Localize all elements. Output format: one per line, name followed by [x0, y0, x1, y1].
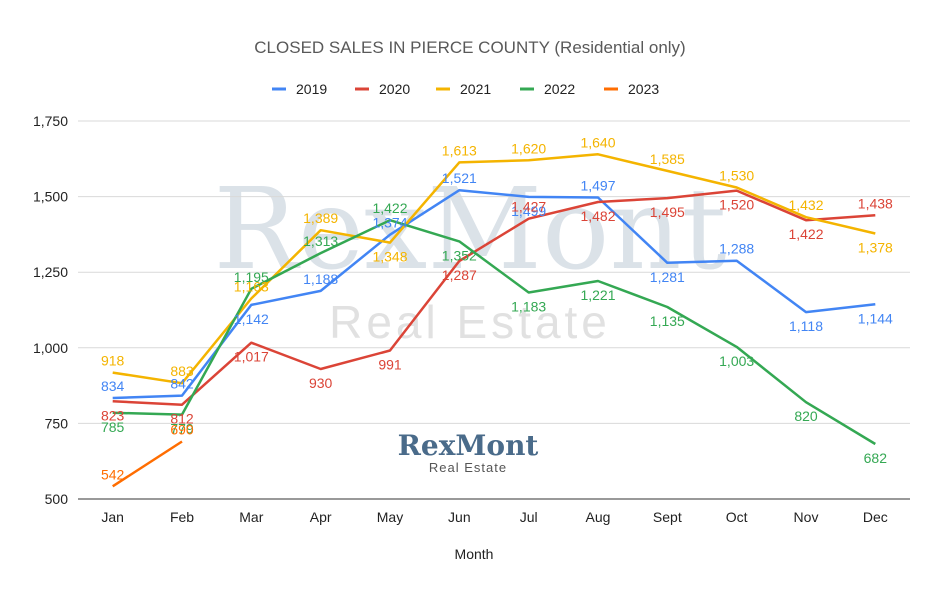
data-label-2022: 779 — [170, 421, 194, 437]
data-label-2021: 1,432 — [788, 197, 823, 213]
series-line-2021 — [112, 153, 876, 385]
y-tick-label: 1,000 — [33, 340, 68, 356]
x-axis-title: Month — [455, 546, 494, 562]
data-label-2021: 918 — [101, 353, 125, 369]
data-label-2021: 1,530 — [719, 168, 754, 184]
legend-label: 2022 — [544, 81, 575, 97]
data-label-2021: 1,585 — [650, 151, 685, 167]
data-label-2019: 1,521 — [442, 170, 477, 186]
x-tick-label: Aug — [586, 509, 611, 525]
data-label-2023: 542 — [101, 466, 125, 482]
x-axis-ticks: Jan Feb Mar Apr May Jun Jul Aug Sept Oct Nov Dec — [101, 509, 887, 525]
legend-label: 2023 — [628, 81, 659, 97]
x-tick-label: Feb — [170, 509, 194, 525]
data-label-2019: 1,144 — [858, 310, 893, 326]
data-label-2019: 1,374 — [372, 215, 407, 231]
logo: RexMont Real Estate — [398, 429, 539, 475]
data-label-2022: 785 — [101, 419, 125, 435]
data-label-2020: 930 — [309, 375, 333, 391]
chart-title: CLOSED SALES IN PIERCE COUNTY (Residenti… — [254, 38, 685, 57]
watermark-sub: Real Estate — [329, 296, 611, 348]
x-tick-label: Oct — [726, 509, 748, 525]
series-line-2023 — [112, 440, 183, 488]
data-label-2022: 820 — [794, 408, 818, 424]
data-label-2020: 812 — [170, 411, 194, 427]
data-label-2020: 1,495 — [650, 204, 685, 220]
watermark-main: RexMont — [213, 165, 726, 295]
y-tick-label: 750 — [45, 415, 69, 431]
data-label-2021: 1,389 — [303, 210, 338, 226]
watermark: RexMont Real Estate — [213, 165, 726, 348]
y-tick-label: 1,750 — [33, 113, 68, 129]
logo-main-text: RexMont — [398, 429, 539, 462]
data-label-2020: 1,422 — [788, 226, 823, 242]
data-labels: 834 842 1,142 1,188 1,374 1,521 1,499 1,497 1,28… — [101, 134, 893, 482]
data-label-2019: 1,118 — [789, 318, 823, 334]
x-tick-label: Sept — [653, 509, 682, 525]
data-label-2020: 1,520 — [719, 197, 754, 213]
data-label-2021: 1,378 — [858, 239, 893, 255]
x-tick-label: Jun — [448, 509, 471, 525]
data-label-2021: 1,163 — [234, 279, 269, 295]
data-label-2019: 834 — [101, 378, 125, 394]
legend-label: 2019 — [296, 81, 327, 97]
data-label-2022: 1,183 — [511, 298, 546, 314]
x-tick-label: Dec — [863, 509, 888, 525]
data-label-2019: 1,499 — [511, 203, 546, 219]
data-label-2021: 1,640 — [580, 134, 615, 150]
y-axis-ticks: 500 750 1,000 1,250 1,500 1,750 — [33, 113, 68, 507]
x-tick-label: Nov — [794, 509, 819, 525]
data-label-2021: 1,613 — [442, 142, 477, 158]
series-line-2019 — [112, 188, 876, 400]
y-tick-label: 500 — [45, 491, 69, 507]
data-label-2021: 883 — [170, 363, 194, 379]
logo-sub-text: Real Estate — [429, 460, 507, 475]
series-line-2022 — [112, 218, 876, 446]
legend: 2019 2020 2021 2022 2023 — [272, 81, 659, 97]
data-label-2020: 991 — [378, 357, 402, 373]
x-tick-label: Mar — [239, 509, 263, 525]
data-label-2019: 1,281 — [650, 269, 685, 285]
y-tick-label: 1,250 — [33, 264, 68, 280]
y-tick-label: 1,500 — [33, 189, 68, 205]
data-label-2022: 1,221 — [580, 287, 615, 303]
gridlines — [78, 120, 910, 500]
legend-label: 2021 — [460, 81, 491, 97]
data-label-2021: 1,348 — [372, 249, 407, 265]
data-label-2021: 1,620 — [511, 140, 546, 156]
data-label-2022: 682 — [864, 450, 888, 466]
data-label-2019: 1,497 — [580, 178, 615, 194]
data-label-2020: 1,482 — [580, 208, 615, 224]
data-label-2019: 1,188 — [303, 271, 338, 287]
series-lines — [112, 153, 876, 488]
data-label-2023: 690 — [170, 422, 194, 438]
x-tick-label: May — [377, 509, 403, 525]
data-label-2022: 1,352 — [442, 247, 477, 263]
data-label-2020: 1,438 — [858, 195, 893, 211]
x-tick-label: Jan — [101, 509, 124, 525]
legend-label: 2020 — [379, 81, 410, 97]
data-label-2022: 1,313 — [303, 233, 338, 249]
x-tick-label: Jul — [520, 509, 538, 525]
data-label-2022: 1,422 — [372, 200, 407, 216]
data-label-2022: 1,003 — [719, 353, 754, 369]
data-label-2020: 1,017 — [234, 349, 269, 365]
data-label-2019: 1,142 — [234, 311, 269, 327]
data-label-2022: 1,135 — [650, 313, 685, 329]
series-line-2020 — [112, 189, 876, 406]
data-label-2020: 1,287 — [442, 267, 477, 283]
data-label-2022: 1,195 — [234, 269, 269, 285]
data-label-2020: 1,427 — [511, 199, 546, 215]
data-label-2020: 823 — [101, 407, 125, 423]
x-tick-label: Apr — [310, 509, 332, 525]
data-label-2019: 1,288 — [719, 241, 754, 257]
data-label-2019: 842 — [170, 376, 194, 392]
